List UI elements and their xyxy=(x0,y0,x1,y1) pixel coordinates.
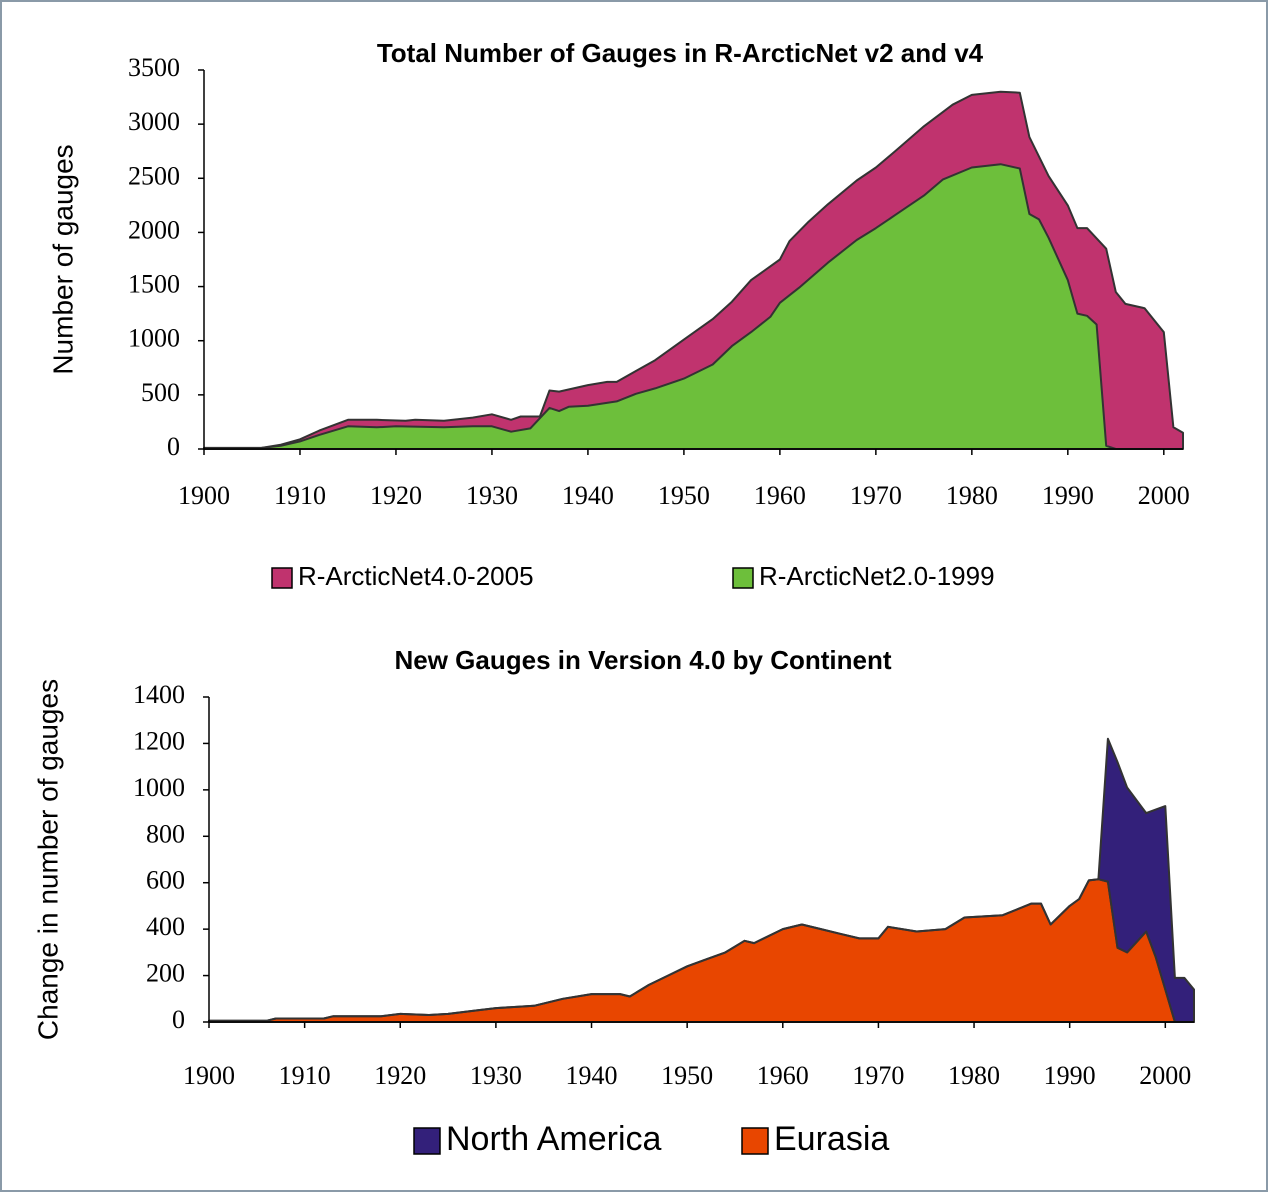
legend-swatch xyxy=(732,567,754,589)
x-tick-label: 1920 xyxy=(374,1061,426,1090)
x-tick-label: 1980 xyxy=(946,481,998,510)
y-axis-label: Change in number of gauges xyxy=(32,679,63,1040)
x-tick-label: 1990 xyxy=(1044,1061,1096,1090)
x-tick-label: 1950 xyxy=(661,1061,713,1090)
x-tick-label: 1960 xyxy=(754,481,806,510)
y-tick-label: 2500 xyxy=(128,161,180,190)
legend-label: R-ArcticNet2.0-1999 xyxy=(759,561,995,591)
legend-swatch xyxy=(741,1127,769,1155)
legend-swatch xyxy=(271,567,293,589)
x-tick-label: 1900 xyxy=(183,1061,235,1090)
chart-title: New Gauges in Version 4.0 by Continent xyxy=(395,645,892,675)
x-tick-label: 1990 xyxy=(1042,481,1094,510)
x-tick-label: 1950 xyxy=(658,481,710,510)
x-tick-label: 1940 xyxy=(562,481,614,510)
area xyxy=(208,737,1195,1023)
x-tick-label: 1930 xyxy=(466,481,518,510)
x-tick-label: 1930 xyxy=(470,1061,522,1090)
y-tick-label: 3000 xyxy=(128,107,180,136)
y-tick-label: 1400 xyxy=(133,680,185,709)
x-tick-label: 2000 xyxy=(1139,1061,1191,1090)
y-tick-label: 800 xyxy=(146,819,185,848)
x-tick-label: 1910 xyxy=(274,481,326,510)
x-tick-label: 1940 xyxy=(566,1061,618,1090)
y-tick-label: 600 xyxy=(146,866,185,895)
chart-title: Total Number of Gauges in R-ArcticNet v2… xyxy=(377,38,984,68)
y-tick-label: 3500 xyxy=(128,53,180,82)
x-tick-label: 1970 xyxy=(850,481,902,510)
y-tick-label: 0 xyxy=(172,1005,185,1034)
legend-label: Eurasia xyxy=(774,1120,889,1158)
legend-label: North America xyxy=(446,1120,661,1158)
y-tick-label: 400 xyxy=(146,912,185,941)
x-tick-label: 1900 xyxy=(178,481,230,510)
x-tick-label: 1960 xyxy=(757,1061,809,1090)
x-tick-label: 1980 xyxy=(948,1061,1000,1090)
x-tick-label: 1920 xyxy=(370,481,422,510)
y-tick-label: 1000 xyxy=(133,773,185,802)
y-tick-label: 1500 xyxy=(128,270,180,299)
legend-swatch xyxy=(413,1127,441,1155)
y-axis-label: Number of gauges xyxy=(47,144,78,374)
y-tick-label: 1000 xyxy=(128,324,180,353)
y-tick-label: 2000 xyxy=(128,215,180,244)
y-tick-label: 500 xyxy=(141,378,180,407)
y-tick-label: 0 xyxy=(167,432,180,461)
legend-label: R-ArcticNet4.0-2005 xyxy=(298,561,534,591)
y-tick-label: 200 xyxy=(146,959,185,988)
x-tick-label: 2000 xyxy=(1138,481,1190,510)
y-tick-label: 1200 xyxy=(133,726,185,755)
x-tick-label: 1970 xyxy=(852,1061,904,1090)
x-tick-label: 1910 xyxy=(279,1061,331,1090)
